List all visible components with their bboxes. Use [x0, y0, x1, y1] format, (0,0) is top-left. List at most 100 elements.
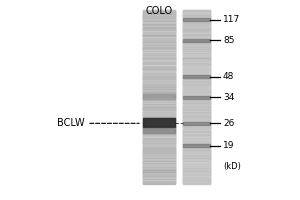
Bar [143, 121, 175, 122]
Bar [183, 158, 210, 159]
Bar [183, 61, 210, 62]
Bar [183, 124, 210, 125]
Bar [183, 11, 210, 12]
Bar [183, 45, 210, 46]
Bar [143, 101, 175, 102]
Bar [183, 22, 210, 23]
Bar [143, 133, 175, 134]
Bar [143, 99, 175, 100]
Bar [143, 94, 175, 99]
Bar [183, 45, 210, 46]
Bar [143, 177, 175, 178]
Bar [143, 152, 175, 154]
Bar [143, 135, 175, 136]
Bar [143, 129, 175, 130]
Bar [183, 73, 210, 75]
Bar [183, 132, 210, 133]
Bar [143, 30, 175, 31]
Bar [183, 180, 210, 181]
Bar [183, 24, 210, 25]
Bar [143, 110, 175, 111]
Bar [183, 180, 210, 181]
Bar [143, 129, 175, 130]
Bar [183, 58, 210, 59]
Bar [183, 16, 210, 17]
Bar [143, 11, 175, 12]
Bar [143, 80, 175, 81]
Bar [183, 117, 210, 118]
Bar [143, 112, 175, 113]
Bar [183, 38, 210, 39]
Bar [183, 39, 210, 40]
Bar [143, 31, 175, 32]
Bar [143, 85, 175, 86]
Bar [143, 162, 175, 163]
Bar [143, 82, 175, 83]
Bar [183, 125, 210, 126]
Bar [183, 41, 210, 42]
Bar [183, 182, 210, 183]
Bar [183, 35, 210, 36]
Text: BCLW: BCLW [57, 118, 85, 128]
Text: 26: 26 [223, 119, 234, 128]
Bar [143, 170, 175, 171]
Bar [183, 160, 210, 161]
Bar [143, 160, 175, 161]
Bar [183, 122, 210, 124]
Bar [183, 124, 210, 125]
Bar [183, 35, 210, 36]
Bar [183, 17, 210, 19]
Bar [183, 39, 210, 40]
Bar [143, 108, 175, 109]
Bar [183, 173, 210, 174]
Bar [143, 79, 175, 80]
Bar [143, 151, 175, 152]
Bar [143, 161, 175, 162]
Bar [143, 107, 175, 108]
Bar [183, 64, 210, 65]
Bar [183, 125, 210, 126]
Bar [183, 79, 210, 80]
Bar [143, 109, 175, 110]
Bar [143, 98, 175, 99]
Bar [183, 52, 210, 53]
Bar [183, 154, 210, 155]
Bar [143, 136, 175, 137]
Bar [143, 10, 175, 11]
Bar [183, 65, 210, 66]
Bar [183, 120, 210, 121]
Bar [183, 163, 210, 164]
Bar [183, 39, 210, 42]
Bar [183, 152, 210, 154]
Bar [183, 71, 210, 72]
Bar [183, 131, 210, 132]
Bar [183, 32, 210, 34]
Bar [143, 164, 175, 165]
Bar [143, 176, 175, 177]
Bar [183, 60, 210, 61]
Text: 85: 85 [223, 36, 235, 45]
Bar [143, 50, 175, 51]
Bar [143, 64, 175, 65]
Bar [183, 80, 210, 81]
Bar [183, 178, 210, 179]
Bar [183, 167, 210, 169]
Bar [143, 144, 175, 145]
Bar [183, 22, 210, 23]
Bar [143, 171, 175, 172]
Bar [183, 149, 210, 150]
Bar [183, 49, 210, 50]
Bar [183, 86, 210, 87]
Bar [143, 119, 175, 120]
Bar [183, 122, 210, 125]
Bar [143, 78, 175, 79]
Bar [143, 114, 175, 115]
Bar [183, 181, 210, 182]
Bar [183, 145, 210, 146]
Bar [183, 167, 210, 168]
Bar [183, 85, 210, 86]
Bar [183, 136, 210, 137]
Bar [143, 53, 175, 54]
Bar [143, 34, 175, 35]
Bar [143, 75, 175, 76]
